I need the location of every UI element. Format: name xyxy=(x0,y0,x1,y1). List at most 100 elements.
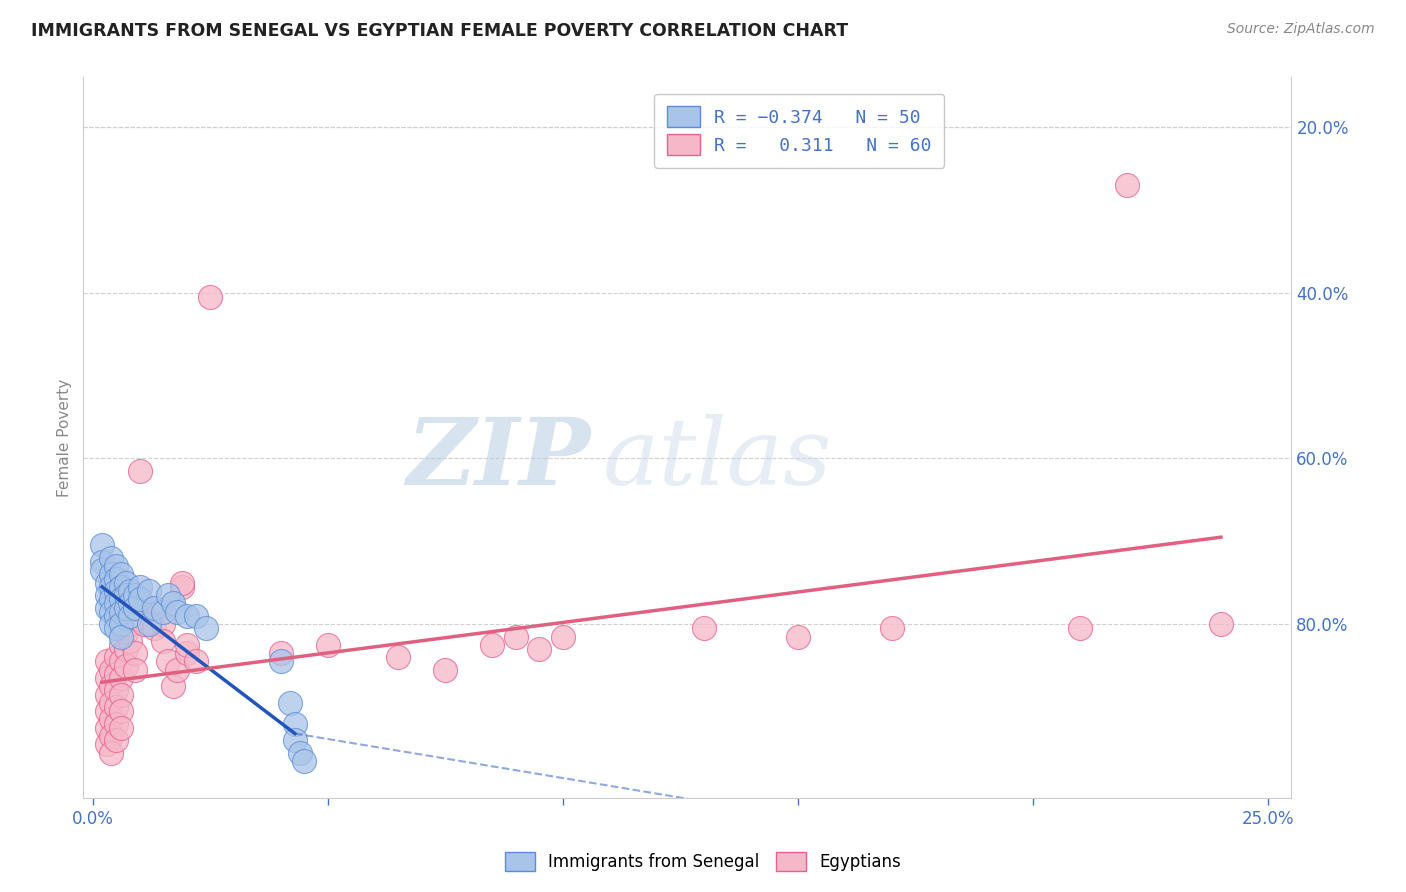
Point xyxy=(100,713,122,727)
Y-axis label: Female Poverty: Female Poverty xyxy=(58,379,72,497)
Point xyxy=(693,621,716,635)
Point xyxy=(100,617,122,632)
Point xyxy=(194,621,217,635)
Point xyxy=(114,600,136,615)
Point xyxy=(184,608,207,623)
Point xyxy=(114,625,136,640)
Point xyxy=(105,597,128,611)
Point xyxy=(128,580,150,594)
Point xyxy=(162,679,184,693)
Point xyxy=(114,658,136,673)
Point xyxy=(105,584,128,599)
Point xyxy=(481,638,503,652)
Point xyxy=(529,642,551,657)
Legend: Immigrants from Senegal, Egyptians: Immigrants from Senegal, Egyptians xyxy=(496,843,910,880)
Point xyxy=(100,696,122,710)
Point xyxy=(105,733,128,747)
Point xyxy=(176,638,198,652)
Point xyxy=(176,646,198,660)
Point xyxy=(1116,178,1139,193)
Point xyxy=(120,633,142,648)
Point xyxy=(138,617,160,632)
Point xyxy=(152,633,174,648)
Point xyxy=(96,575,118,590)
Point xyxy=(105,572,128,586)
Point xyxy=(100,580,122,594)
Text: IMMIGRANTS FROM SENEGAL VS EGYPTIAN FEMALE POVERTY CORRELATION CHART: IMMIGRANTS FROM SENEGAL VS EGYPTIAN FEMA… xyxy=(31,22,848,40)
Point xyxy=(284,733,307,747)
Point xyxy=(152,617,174,632)
Point xyxy=(138,584,160,599)
Point xyxy=(284,716,307,731)
Point xyxy=(505,630,527,644)
Point xyxy=(288,746,311,760)
Point xyxy=(110,567,132,582)
Point xyxy=(434,663,457,677)
Point xyxy=(176,608,198,623)
Point xyxy=(110,617,132,632)
Point xyxy=(96,688,118,702)
Point xyxy=(120,597,142,611)
Point xyxy=(316,638,339,652)
Point xyxy=(105,716,128,731)
Point xyxy=(100,592,122,607)
Text: ZIP: ZIP xyxy=(406,415,591,504)
Point xyxy=(124,588,146,602)
Point xyxy=(124,600,146,615)
Point xyxy=(96,704,118,718)
Point xyxy=(96,737,118,751)
Point xyxy=(142,621,165,635)
Point xyxy=(551,630,574,644)
Point xyxy=(134,617,156,632)
Point xyxy=(128,608,150,623)
Point xyxy=(96,600,118,615)
Point xyxy=(292,754,315,768)
Point xyxy=(96,655,118,669)
Point xyxy=(270,646,292,660)
Point xyxy=(110,630,132,644)
Point xyxy=(114,575,136,590)
Point xyxy=(270,655,292,669)
Point xyxy=(278,696,301,710)
Point xyxy=(110,704,132,718)
Point xyxy=(387,650,409,665)
Point xyxy=(156,588,179,602)
Point xyxy=(105,683,128,698)
Point xyxy=(786,630,808,644)
Point xyxy=(114,588,136,602)
Point xyxy=(142,600,165,615)
Point xyxy=(105,608,128,623)
Point xyxy=(100,746,122,760)
Point xyxy=(100,550,122,565)
Point xyxy=(110,638,132,652)
Point xyxy=(91,539,114,553)
Point xyxy=(100,663,122,677)
Point xyxy=(1069,621,1091,635)
Point xyxy=(105,621,128,635)
Point xyxy=(110,580,132,594)
Text: Source: ZipAtlas.com: Source: ZipAtlas.com xyxy=(1227,22,1375,37)
Point xyxy=(105,666,128,681)
Point xyxy=(96,671,118,685)
Point xyxy=(96,588,118,602)
Point xyxy=(170,580,193,594)
Point xyxy=(91,563,114,577)
Point xyxy=(166,605,188,619)
Point xyxy=(880,621,903,635)
Point xyxy=(105,700,128,714)
Point xyxy=(110,721,132,735)
Text: atlas: atlas xyxy=(603,415,832,504)
Point xyxy=(200,290,222,304)
Point xyxy=(124,646,146,660)
Point xyxy=(110,592,132,607)
Point xyxy=(166,663,188,677)
Point xyxy=(162,597,184,611)
Point xyxy=(170,575,193,590)
Point xyxy=(96,721,118,735)
Point xyxy=(100,729,122,743)
Point xyxy=(100,567,122,582)
Point xyxy=(100,679,122,693)
Point xyxy=(110,655,132,669)
Point xyxy=(114,642,136,657)
Point xyxy=(120,608,142,623)
